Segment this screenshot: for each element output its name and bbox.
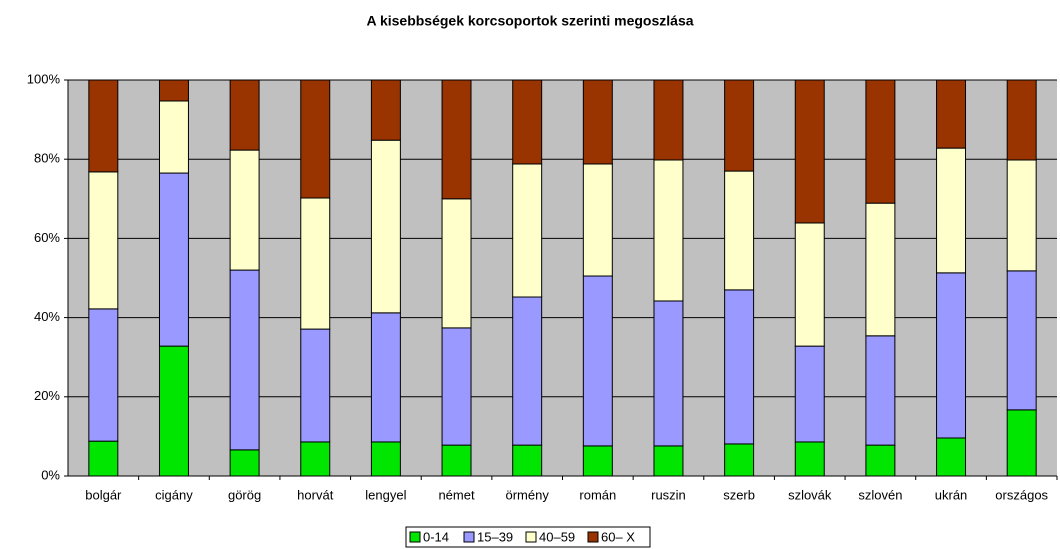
bar-segment	[88, 171, 119, 310]
bar-segment	[441, 198, 472, 329]
bar-segment	[724, 79, 755, 172]
bar-segment	[936, 147, 967, 274]
bar-segment	[158, 100, 189, 174]
x-tick-label: görög	[228, 487, 261, 502]
bar-segment	[1006, 409, 1037, 477]
x-tick-label: ukrán	[935, 487, 968, 502]
bar-segment	[794, 441, 825, 477]
bar-segment	[300, 79, 331, 199]
bar-segment	[582, 445, 613, 477]
bar-segment	[724, 170, 755, 291]
bar-segment	[88, 440, 119, 477]
legend-label: 40–59	[539, 529, 575, 544]
x-tick-label: román	[579, 487, 616, 502]
bar-segment	[865, 79, 896, 204]
bar-segment	[794, 222, 825, 347]
bar-segment	[88, 308, 119, 442]
bar-segment	[512, 296, 543, 446]
bar-segment	[1006, 159, 1037, 272]
bar-segment	[653, 445, 684, 477]
x-tick-label: örmény	[505, 487, 549, 502]
x-tick-label: szlovák	[788, 487, 832, 502]
x-tick-label: szerb	[723, 487, 755, 502]
bar-segment	[88, 79, 119, 173]
bar-segment	[300, 441, 331, 477]
x-tick-label: országos	[995, 487, 1048, 502]
bar-segment	[794, 79, 825, 224]
legend-swatch	[409, 531, 421, 543]
bar-segment	[441, 444, 472, 477]
bar-segment	[653, 79, 684, 161]
x-tick-label: ruszin	[651, 487, 686, 502]
bar-segment	[441, 327, 472, 446]
bar-segment	[653, 159, 684, 302]
bar-segment	[370, 441, 401, 477]
bar-segment	[865, 335, 896, 446]
bar-segment	[936, 79, 967, 149]
bar-segment	[582, 163, 613, 277]
bar-segment	[1006, 79, 1037, 161]
y-tick-label: 80%	[34, 151, 60, 166]
bar-segment	[1006, 270, 1037, 411]
bar-segment	[512, 444, 543, 477]
y-tick-label: 100%	[27, 71, 61, 86]
bar-segment	[300, 328, 331, 443]
bar-segment	[229, 79, 260, 151]
bar-segment	[512, 163, 543, 298]
bar-segment	[724, 289, 755, 445]
chart-title: A kisebbségek korcsoportok szerinti mego…	[366, 13, 693, 29]
y-tick-label: 0%	[41, 467, 60, 482]
legend-label: 15–39	[477, 529, 513, 544]
bar-segment	[158, 172, 189, 347]
bar-segment	[370, 312, 401, 443]
legend-label: 0-14	[423, 529, 449, 544]
bar-segment	[512, 79, 543, 165]
bar-segment	[865, 444, 896, 477]
bar-segment	[229, 269, 260, 451]
legend-label: 60– X	[601, 529, 635, 544]
bar-segment	[158, 345, 189, 477]
bar-segment	[794, 345, 825, 443]
x-tick-label: bolgár	[85, 487, 122, 502]
bar-segment	[653, 300, 684, 447]
bar-segment	[865, 202, 896, 337]
bar-segment	[936, 437, 967, 477]
x-tick-label: szlovén	[858, 487, 902, 502]
x-tick-label: német	[438, 487, 475, 502]
legend-swatch	[587, 531, 599, 543]
bar-segment	[582, 275, 613, 447]
bar-segment	[300, 197, 331, 330]
bar-segment	[229, 149, 260, 271]
bar-segment	[936, 272, 967, 439]
bar-segment	[441, 79, 472, 200]
y-tick-label: 40%	[34, 309, 60, 324]
bar-segment	[229, 449, 260, 477]
bar-segment	[582, 79, 613, 165]
x-tick-label: horvát	[297, 487, 334, 502]
legend-swatch	[463, 531, 475, 543]
bar-segment	[724, 443, 755, 477]
bar-segment	[370, 79, 401, 141]
legend-swatch	[525, 531, 537, 543]
y-tick-label: 20%	[34, 388, 60, 403]
bar-segment	[370, 139, 401, 314]
bar-segment	[158, 79, 189, 102]
plot-area	[68, 80, 1057, 476]
x-tick-label: lengyel	[365, 487, 406, 502]
x-tick-label: cigány	[155, 487, 193, 502]
y-tick-label: 60%	[34, 230, 60, 245]
